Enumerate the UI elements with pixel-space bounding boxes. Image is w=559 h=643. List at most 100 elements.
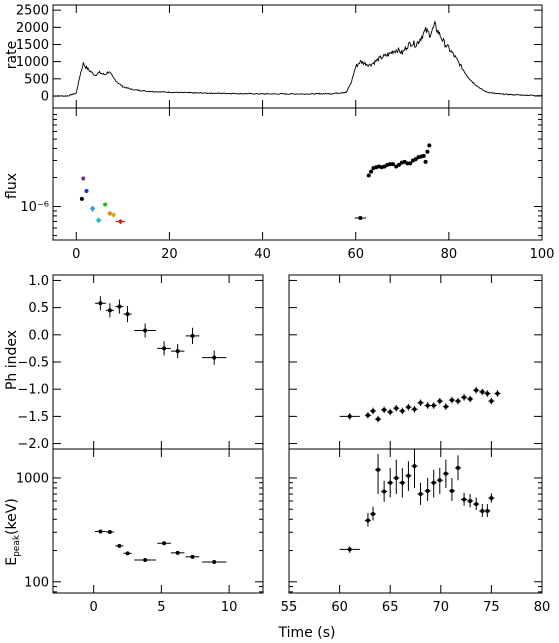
epeak_late-xtick-label: 75	[483, 600, 500, 615]
phindex_early-point	[134, 323, 156, 338]
flux-early-marker	[90, 206, 95, 211]
phindex_late-marker	[394, 406, 399, 411]
epeak_late-point	[488, 493, 495, 503]
flux-late-marker	[366, 173, 371, 178]
epeak_late-marker	[456, 465, 461, 470]
epeak_late-marker	[347, 547, 352, 552]
epeak_early-marker	[175, 550, 180, 555]
flux-early-marker	[103, 202, 108, 207]
phindex_early-ytick-label: −1.5	[17, 410, 49, 425]
epeak_early-ytick-label: 1000	[16, 471, 49, 486]
phindex_early-point	[115, 299, 124, 314]
epeak_early-marker	[143, 558, 148, 563]
epeak_early-xtick-label: 10	[221, 600, 238, 615]
flux-early-point	[90, 205, 95, 212]
epeak_late-xtick-label: 60	[331, 600, 348, 615]
flux-late-marker	[421, 153, 426, 158]
flux-early-point	[107, 210, 113, 216]
flux-late-marker	[413, 157, 418, 162]
phindex_early-ytick-label: 1.0	[28, 274, 49, 289]
phindex_late-marker	[456, 399, 461, 404]
phindex_late-point	[484, 390, 491, 397]
rate-ytick-label: 2000	[16, 21, 49, 36]
epeak_early-marker	[212, 560, 217, 565]
epeak-ylabel: Epeak(keV)	[4, 498, 22, 566]
phindex_early-ytick-label: −2.0	[17, 437, 49, 452]
epeak_late-point	[399, 467, 406, 498]
epeak_early-xtick-label: 5	[157, 600, 165, 615]
phindex_late-point	[430, 402, 437, 409]
epeak-ylabel-sub: peak	[12, 534, 22, 557]
epeak_late-marker	[485, 509, 490, 514]
epeak_early-marker	[190, 554, 195, 559]
epeak_late-point	[381, 480, 388, 502]
phindex_early-marker	[190, 333, 195, 338]
phindex_early-point	[105, 303, 114, 318]
phindex_early-point	[123, 305, 132, 323]
phindex_late-point	[387, 408, 394, 416]
epeak_early-marker	[125, 551, 130, 556]
phindex_late-marker	[370, 408, 375, 413]
epeak_late-point	[436, 467, 443, 495]
phindex_early-ytick-label: −0.5	[17, 356, 49, 371]
epeak_late-marker	[462, 497, 467, 502]
flux-late-marker	[423, 159, 428, 164]
epeak_late-point	[375, 454, 382, 495]
epeak_early-marker	[107, 529, 112, 534]
phindex_late-marker	[462, 395, 467, 400]
epeak_early-xtick-label: 0	[90, 600, 98, 615]
epeak_late-marker	[394, 475, 399, 480]
epeak_early-point	[95, 529, 106, 534]
epeak_early-point	[157, 541, 171, 546]
phindex_early-point	[202, 350, 227, 365]
flux-late-marker	[405, 161, 410, 166]
epeak_late-point	[393, 459, 400, 495]
phindex_late-point	[375, 415, 382, 423]
epeak_late-point	[387, 467, 394, 498]
flux-early-point	[79, 196, 84, 201]
rate-ytick-label: 1000	[16, 55, 49, 70]
epeak_late-xtick-label: 70	[433, 600, 450, 615]
flux-early-point	[115, 219, 126, 224]
phindex_late-point	[369, 407, 377, 415]
epeak_late-marker	[370, 511, 375, 516]
phindex_late-point	[411, 406, 418, 413]
flux-late-marker	[397, 162, 402, 167]
epeak_late-point	[430, 469, 437, 498]
phindex_early-marker	[125, 312, 130, 317]
phindex_late-point	[381, 406, 388, 414]
rate-ylabel: rate	[4, 41, 20, 69]
flux-ytick-label: 10⁻⁶	[20, 200, 49, 215]
phindex_late-point	[448, 396, 455, 404]
epeak_early-marker	[162, 541, 167, 546]
epeak_late-point	[473, 497, 480, 511]
phindex_late-marker	[474, 388, 479, 393]
phindex_early-ytick-label: 0.5	[28, 301, 49, 316]
epeak_late-point	[424, 477, 431, 501]
phindex_late-point	[461, 394, 468, 401]
phindex_late-marker	[437, 399, 442, 404]
phindex_late-point	[467, 395, 474, 403]
flux-xtick-label: 20	[161, 247, 178, 262]
epeak_late-xtick-label: 65	[382, 600, 399, 615]
flux-frame	[52, 107, 543, 241]
phindex_early-point	[170, 344, 185, 359]
epeak_late-marker	[382, 489, 387, 494]
phindex_late-marker	[468, 396, 473, 401]
flux-xtick-label: 100	[530, 247, 555, 262]
rate-lightcurve-line	[52, 20, 543, 97]
epeak_late-point	[369, 506, 377, 521]
phindex_late-marker	[489, 399, 494, 404]
phindex_late-marker	[406, 405, 411, 410]
phindex_late-marker	[495, 391, 500, 396]
epeak_early-frame	[52, 448, 264, 594]
epeak_late-point	[364, 512, 371, 527]
phindex_late-point	[479, 388, 486, 396]
rate-ytick-label: 0	[41, 89, 49, 104]
time-xlabel: Time (s)	[278, 625, 336, 641]
phindex_late-point	[424, 402, 431, 409]
flux-xtick-label: 80	[441, 247, 458, 262]
phindex_late-point	[339, 413, 360, 420]
phindex_late-marker	[431, 403, 436, 408]
flux-early-point	[95, 217, 102, 224]
